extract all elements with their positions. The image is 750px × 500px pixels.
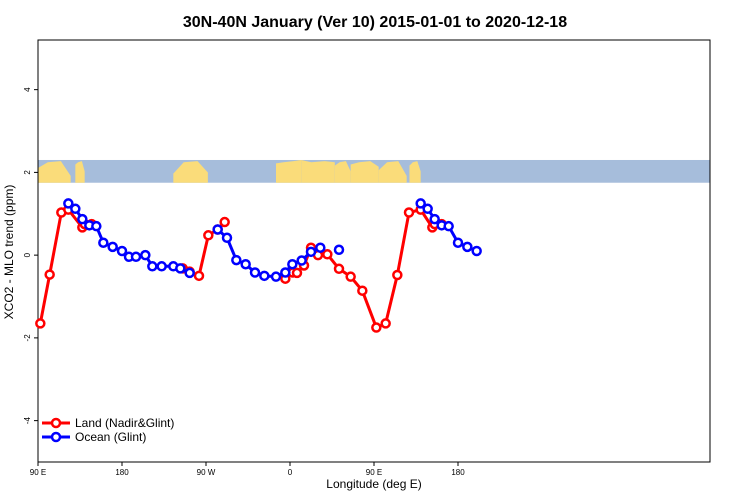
x-axis: 90 E 180 90 W 0 90 E 180 — [30, 462, 465, 477]
data-point — [249, 267, 261, 278]
x-tick-label: 90 W — [197, 468, 216, 477]
data-point — [357, 285, 368, 296]
x-tick-label: 180 — [451, 468, 465, 477]
data-point — [219, 216, 230, 228]
data-point — [140, 249, 151, 261]
series-line — [284, 208, 442, 330]
data-point — [322, 249, 333, 260]
series-layer — [35, 198, 482, 333]
data-point — [471, 245, 482, 257]
data-point — [175, 263, 186, 274]
data-point — [392, 269, 403, 281]
x-tick-label: 90 E — [30, 468, 46, 477]
legend-label: Land (Nadir&Glint) — [75, 416, 174, 430]
x-tick-label: 0 — [288, 468, 293, 477]
y-axis: -4 -2 0 2 4 — [23, 87, 38, 424]
y-tick-label: -2 — [23, 334, 32, 342]
data-point — [296, 255, 307, 266]
data-point — [63, 198, 74, 209]
data-point — [98, 237, 109, 248]
map-land-shape — [173, 161, 208, 183]
data-point — [259, 270, 270, 282]
data-point — [116, 245, 128, 257]
data-point — [147, 261, 158, 272]
legend: Land (Nadir&Glint)Ocean (Glint) — [42, 416, 174, 444]
map-land-shape — [75, 161, 85, 183]
map-band — [38, 159, 710, 183]
data-point — [333, 244, 345, 256]
data-point — [291, 267, 303, 279]
legend-label: Ocean (Glint) — [75, 430, 146, 444]
data-point — [70, 203, 81, 215]
map-land-shape — [276, 159, 302, 183]
data-point — [203, 230, 214, 241]
x-tick-label: 180 — [115, 468, 129, 477]
data-point — [231, 254, 242, 266]
data-point — [403, 207, 415, 218]
data-point — [443, 220, 454, 232]
data-point — [287, 258, 298, 270]
data-point — [462, 241, 473, 253]
data-point — [35, 318, 46, 329]
y-tick-label: -4 — [23, 417, 32, 425]
map-land-shape — [334, 161, 351, 183]
legend-marker — [50, 431, 62, 443]
map-land-shape — [38, 161, 71, 183]
data-point — [280, 267, 291, 278]
data-point — [305, 246, 317, 258]
data-point — [184, 267, 195, 279]
data-point — [345, 271, 356, 282]
data-point — [130, 251, 142, 263]
data-point — [422, 203, 433, 215]
data-point — [221, 232, 233, 244]
series-ocean — [63, 198, 482, 282]
plot-frame — [37, 39, 711, 463]
legend-marker — [50, 417, 62, 429]
data-point — [156, 261, 167, 272]
data-point — [429, 213, 440, 225]
data-point — [333, 263, 345, 275]
y-tick-label: 2 — [23, 170, 32, 175]
y-tick-label: 4 — [23, 87, 32, 92]
data-point — [452, 237, 464, 248]
map-land-shape — [378, 161, 407, 183]
data-point — [270, 271, 282, 282]
data-point — [77, 213, 88, 225]
x-tick-label: 90 E — [366, 468, 382, 477]
map-land-shape — [409, 161, 421, 183]
data-point — [415, 198, 426, 209]
y-tick-label: 0 — [23, 252, 32, 257]
map-land-shape — [350, 161, 379, 183]
data-point — [371, 322, 382, 333]
data-point — [240, 258, 251, 270]
chart-title: 30N-40N January (Ver 10) 2015-01-01 to 2… — [183, 14, 567, 31]
map-land-shape — [301, 159, 335, 183]
data-point — [193, 270, 205, 282]
data-point — [380, 318, 391, 329]
data-point — [315, 242, 326, 253]
data-point — [212, 224, 223, 235]
data-point — [91, 220, 102, 232]
x-axis-label: Longitude (deg E) — [326, 477, 421, 491]
data-point — [44, 269, 55, 280]
y-axis-label: XCO2 - MLO trend (ppm) — [2, 185, 16, 320]
data-point — [107, 241, 118, 253]
